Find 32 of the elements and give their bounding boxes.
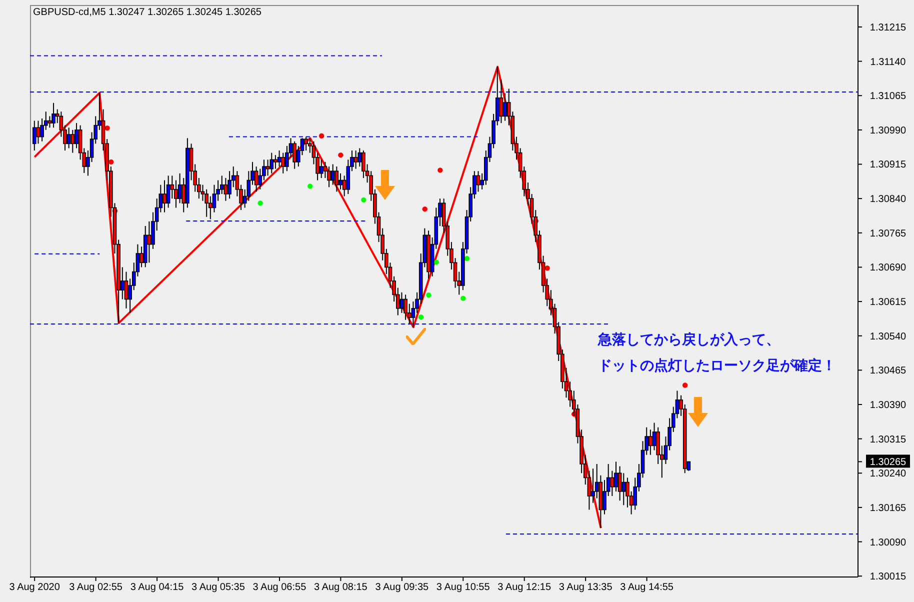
x-tick-label: 3 Aug 12:15 [498, 582, 552, 594]
annotation: ドットの点灯したローソク足が確定！ [598, 356, 836, 375]
y-tick-label: 1.30315 [870, 434, 907, 446]
y-tick-label: 1.30690 [870, 262, 907, 274]
x-tick-label: 3 Aug 06:55 [252, 582, 307, 594]
y-tick-label: 1.30615 [870, 297, 907, 308]
x-tick-label: 3 Aug 02:55 [69, 582, 123, 594]
y-tick-label: 1.31140 [870, 56, 906, 68]
y-tick-label: 1.30915 [870, 160, 907, 171]
y-tick-label: 1.30840 [870, 194, 907, 206]
y-tick-label: 1.30990 [870, 125, 907, 136]
y-tick-label: 1.30240 [870, 468, 907, 480]
text: 1.30265 [870, 457, 907, 468]
x-tick-label: 3 Aug 08:15 [314, 582, 368, 594]
x-tick-label: 3 Aug 2020 [9, 582, 60, 594]
x-tick-label: 3 Aug 10:55 [436, 582, 490, 594]
y-tick-label: 1.30540 [870, 331, 907, 342]
x-tick-label: 3 Aug 14:55 [620, 582, 674, 594]
x-tick-label: 3 Aug 09:35 [375, 582, 430, 594]
y-tick-label: 1.30090 [870, 537, 907, 548]
x-tick-label: 3 Aug 05:35 [192, 582, 246, 594]
y-tick-label: 1.30165 [870, 502, 907, 514]
chart-title: GBPUSD-cd,M5 1.30247 1.30265 1.30245 1.30265 [33, 7, 262, 18]
y-tick-label: 1.30465 [870, 366, 907, 377]
y-tick-label: 1.30015 [870, 572, 907, 583]
y-tick-label: 1.30765 [870, 228, 907, 240]
annotation: 急落してから戻しが入って、 [598, 330, 781, 349]
x-tick-label: 3 Aug 13:35 [558, 582, 613, 594]
y-tick-label: 1.31065 [870, 91, 907, 102]
y-tick-label: 1.31215 [870, 22, 907, 34]
x-tick-label: 3 Aug 04:15 [130, 582, 184, 594]
y-tick-label: 1.30390 [870, 400, 907, 411]
